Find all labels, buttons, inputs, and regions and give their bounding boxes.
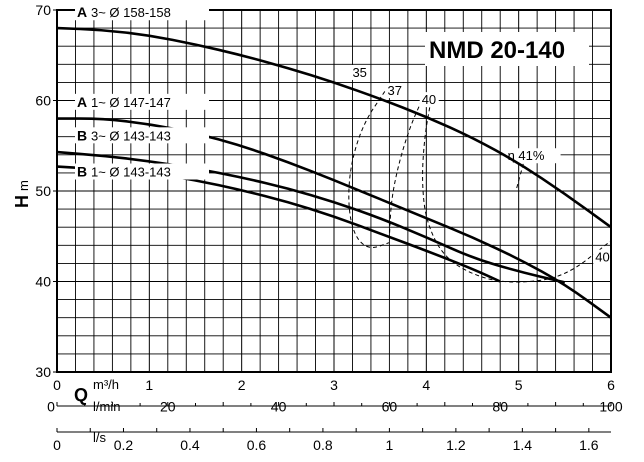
efficiency-label-41: η 41% [508,148,545,163]
y-tick-label: 60 [35,93,51,109]
efficiency-curve [515,163,524,192]
series-label-text: 1~ Ø 147-147 [91,95,171,110]
x-tick-ls: 0.2 [114,437,134,453]
y-axis-letter: H [12,195,32,208]
x-tick-ls: 1.6 [579,437,599,453]
x-tick-m3h: 3 [330,377,338,393]
y-tick-label: 40 [35,274,51,290]
chart-title: NMD 20-140 [429,37,565,64]
x-tick-m3h: 0 [53,377,61,393]
series-label-bg [75,163,209,180]
performance-curve-3 [56,150,566,284]
series-label-text: 3~ Ø 143-143 [91,128,171,143]
efficiency-label-40: 40 [422,92,436,107]
x-tick-m3h: 1 [145,377,153,393]
efficiency-label-40-group: 40 [419,92,439,108]
x-tick-ls: 1.2 [446,437,466,453]
efficiency-label-40-bg [419,92,439,108]
efficiency-label-35-bg [350,64,370,80]
y-axis-label: Hm [12,180,32,208]
y-tick-label: 50 [35,183,51,199]
x-tick-m3h: 4 [422,377,430,393]
series-label-3: B 3~ Ø 143-143 [75,127,209,144]
x-tick-lmin: 40 [271,399,287,415]
y-axis-unit: m [16,180,31,191]
efficiency-label-37-bg [385,83,405,99]
performance-curve-1 [56,26,612,229]
efficiency-label-37: 37 [388,83,402,98]
series-label-4: B 1~ Ø 143-143 [75,163,209,180]
y-tick-label: 30 [35,364,51,380]
y-tick-label: 70 [35,2,51,18]
efficiency-label-35-group: 35 [350,64,370,80]
x-tick-m3h: 5 [515,377,523,393]
series-label-letter: A [77,4,87,20]
series-label-1: A 3~ Ø 158-158 [75,4,209,21]
ls-unit: l/s [93,430,107,445]
efficiency-label-41-bg [505,148,561,164]
x-tick-lmin: 80 [492,399,508,415]
x-tick-lmin: 0 [47,399,55,415]
efficiency-label-40-right: 40 [595,250,609,265]
performance-curve-2 [57,117,612,319]
x-tick-ls: 0 [53,437,61,453]
x-axis-letter: Q [74,385,88,405]
efficiency-label-37-group: 37 [385,83,405,99]
series-label-letter: B [77,127,87,143]
x-tick-m3h: 6 [607,377,615,393]
x-tick-m3h: 2 [238,377,246,393]
series-label-bg [75,93,209,110]
series-label-letter: B [77,164,87,180]
x-tick-ls: 0.8 [313,437,333,453]
x-tick-ls: 1.4 [513,437,533,453]
x-tick-lmin: 100 [599,399,623,415]
series-label-bg [75,4,209,21]
x-tick-ls: 1 [386,437,394,453]
x-axis-unit: m³/h [93,377,119,392]
lmin-unit: l/min [93,399,120,414]
chart-title-box: NMD 20-140 [425,32,589,66]
series-label-text: 1~ Ø 143-143 [91,165,171,180]
series-label-2: A 1~ Ø 147-147 [75,93,209,110]
x-tick-ls: 0.4 [180,437,200,453]
efficiency-curve [348,91,390,248]
efficiency-label-35: 35 [352,65,366,80]
efficiency-curve [388,100,423,237]
efficiency-label-40-right-group: 40 [593,249,613,265]
series-label-letter: A [77,94,87,110]
series-label-bg [75,127,209,144]
x-tick-lmin: 60 [382,399,398,415]
x-tick-ls: 0.6 [247,437,267,453]
efficiency-label-41-group: η 41% [505,148,561,164]
axes: 30 40 50 60 70 Hm 0 1 2 3 4 5 6 Qm³/h 0 20 40 60 80 100 l/mi… [12,2,623,453]
efficiency-label-40-right-bg [593,249,613,265]
x-tick-lmin: 20 [160,399,176,415]
series-label-text: 3~ Ø 158-158 [91,5,171,20]
efficiency-curves: 35 37 40 η 41% 40 [348,64,613,283]
